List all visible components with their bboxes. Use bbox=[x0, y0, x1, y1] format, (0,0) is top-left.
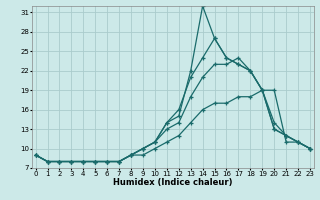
X-axis label: Humidex (Indice chaleur): Humidex (Indice chaleur) bbox=[113, 178, 233, 187]
